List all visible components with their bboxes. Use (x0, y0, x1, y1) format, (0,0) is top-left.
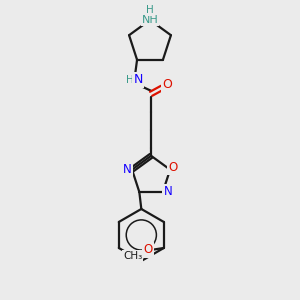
Text: O: O (162, 78, 172, 91)
Text: O: O (169, 161, 178, 174)
Text: H: H (146, 5, 154, 15)
Text: N: N (134, 73, 143, 86)
Text: CH₃: CH₃ (123, 251, 142, 261)
Text: NH: NH (142, 15, 158, 25)
Text: O: O (143, 244, 152, 256)
Text: N: N (164, 185, 172, 199)
Text: H: H (126, 75, 134, 85)
Text: N: N (123, 163, 131, 176)
